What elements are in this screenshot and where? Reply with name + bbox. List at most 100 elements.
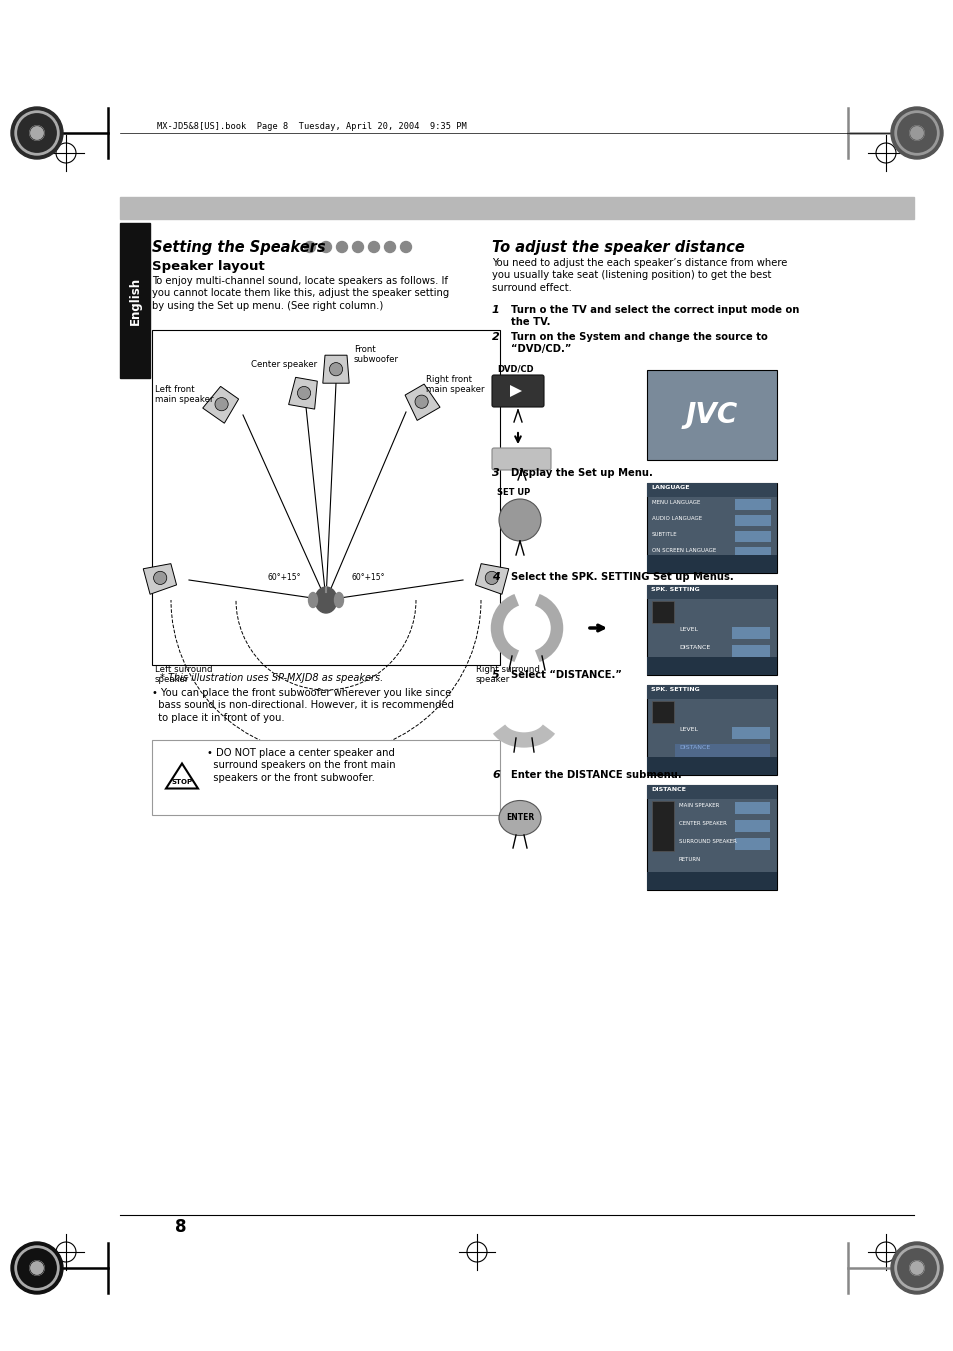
Ellipse shape <box>498 801 540 835</box>
Text: MX-JD5&8[US].book  Page 8  Tuesday, April 20, 2004  9:35 PM: MX-JD5&8[US].book Page 8 Tuesday, April … <box>157 122 466 131</box>
Ellipse shape <box>308 593 317 608</box>
Circle shape <box>329 362 342 376</box>
Text: ON SCREEN LANGUAGE: ON SCREEN LANGUAGE <box>651 549 716 553</box>
Bar <box>120 223 150 378</box>
Text: DISTANCE: DISTANCE <box>650 788 685 792</box>
Text: SPK. SETTING: SPK. SETTING <box>650 586 699 592</box>
Text: You need to adjust the each speaker’s distance from where
you usually take seat : You need to adjust the each speaker’s di… <box>492 258 786 293</box>
Polygon shape <box>143 563 176 594</box>
FancyBboxPatch shape <box>492 449 551 470</box>
Bar <box>734 838 769 850</box>
Bar <box>675 744 769 757</box>
Text: 60°+15°: 60°+15° <box>351 573 384 582</box>
Bar <box>646 685 776 775</box>
Text: Left front
main speaker: Left front main speaker <box>154 385 213 404</box>
Text: 1: 1 <box>492 305 499 315</box>
Text: DISTANCE: DISTANCE <box>679 644 709 650</box>
Text: Select “DISTANCE.”: Select “DISTANCE.” <box>503 670 621 680</box>
Circle shape <box>30 1260 44 1275</box>
Circle shape <box>352 242 363 253</box>
Text: 3: 3 <box>492 467 499 478</box>
Text: Display the Set up Menu.: Display the Set up Menu. <box>503 467 652 478</box>
Bar <box>646 757 776 775</box>
Ellipse shape <box>314 586 336 613</box>
Text: Right surround
speaker: Right surround speaker <box>476 665 539 685</box>
Bar <box>734 499 770 509</box>
Bar <box>734 802 769 815</box>
Text: Center speaker: Center speaker <box>251 359 316 369</box>
Bar <box>646 585 776 676</box>
Text: MAIN SPEAKER: MAIN SPEAKER <box>679 802 719 808</box>
Text: 2: 2 <box>492 332 499 342</box>
Bar <box>646 484 776 497</box>
Circle shape <box>320 242 331 253</box>
Bar <box>646 585 776 598</box>
Text: Right front
main speaker: Right front main speaker <box>426 376 484 394</box>
Text: JVC: JVC <box>685 401 738 430</box>
Text: LANGUAGE: LANGUAGE <box>650 485 689 490</box>
Text: • DO NOT place a center speaker and
  surround speakers on the front main
  spea: • DO NOT place a center speaker and surr… <box>207 748 395 782</box>
Text: LEVEL: LEVEL <box>679 627 698 632</box>
Text: SUBTITLE: SUBTITLE <box>651 532 677 536</box>
Circle shape <box>909 1260 923 1275</box>
Polygon shape <box>510 385 521 397</box>
Bar <box>152 330 499 665</box>
Text: 5: 5 <box>492 670 499 680</box>
Circle shape <box>415 394 428 408</box>
Polygon shape <box>203 386 238 423</box>
Bar <box>734 515 770 526</box>
Bar <box>734 547 770 558</box>
Ellipse shape <box>498 499 540 540</box>
Text: Left surround
speaker: Left surround speaker <box>154 665 213 685</box>
Text: 8: 8 <box>174 1219 186 1236</box>
Bar <box>651 801 673 851</box>
Text: Speaker layout: Speaker layout <box>152 259 265 273</box>
Bar <box>646 785 776 890</box>
Circle shape <box>909 126 923 141</box>
Bar <box>646 685 776 698</box>
Polygon shape <box>166 763 198 789</box>
Text: • You can place the front subwoofer wherever you like since
  bass sound is non-: • You can place the front subwoofer wher… <box>152 688 454 723</box>
Circle shape <box>890 1242 942 1294</box>
Bar <box>646 871 776 890</box>
Circle shape <box>890 107 942 159</box>
Circle shape <box>153 571 167 585</box>
Bar <box>731 627 769 639</box>
Text: 4: 4 <box>492 571 499 582</box>
Text: 6: 6 <box>492 770 499 780</box>
Text: Setting the Speakers: Setting the Speakers <box>152 240 325 255</box>
Text: RETURN: RETURN <box>679 857 700 862</box>
Circle shape <box>336 242 347 253</box>
Text: Enter the DISTANCE submenu.: Enter the DISTANCE submenu. <box>503 770 681 780</box>
Text: STOP: STOP <box>172 780 193 785</box>
Circle shape <box>11 1242 63 1294</box>
Polygon shape <box>405 384 439 420</box>
Text: To enjoy multi-channel sound, locate speakers as follows. If
you cannot locate t: To enjoy multi-channel sound, locate spe… <box>152 276 449 311</box>
Text: MENU LANGUAGE: MENU LANGUAGE <box>651 500 700 505</box>
Bar <box>651 701 673 723</box>
Bar <box>731 727 769 739</box>
Circle shape <box>11 107 63 159</box>
Text: * This illustration uses SP-MXJD8 as speakers.: * This illustration uses SP-MXJD8 as spe… <box>160 673 383 684</box>
Polygon shape <box>475 563 508 594</box>
Circle shape <box>384 242 395 253</box>
Circle shape <box>304 242 315 253</box>
Text: English: English <box>129 277 141 324</box>
Text: 60°+15°: 60°+15° <box>267 573 300 582</box>
Bar <box>651 601 673 623</box>
Bar <box>731 644 769 657</box>
Text: LEVEL: LEVEL <box>679 727 698 732</box>
Circle shape <box>368 242 379 253</box>
Bar <box>734 531 770 542</box>
Circle shape <box>214 397 228 411</box>
Circle shape <box>30 126 44 141</box>
Bar <box>646 555 776 573</box>
Bar <box>646 657 776 676</box>
Polygon shape <box>289 377 317 409</box>
Polygon shape <box>322 355 349 384</box>
Bar <box>646 484 776 573</box>
Text: Turn on the System and change the source to
  “DVD/CD.”: Turn on the System and change the source… <box>503 332 767 354</box>
Bar <box>120 197 913 219</box>
Bar <box>646 370 776 459</box>
Text: SPK. SETTING: SPK. SETTING <box>650 688 699 692</box>
